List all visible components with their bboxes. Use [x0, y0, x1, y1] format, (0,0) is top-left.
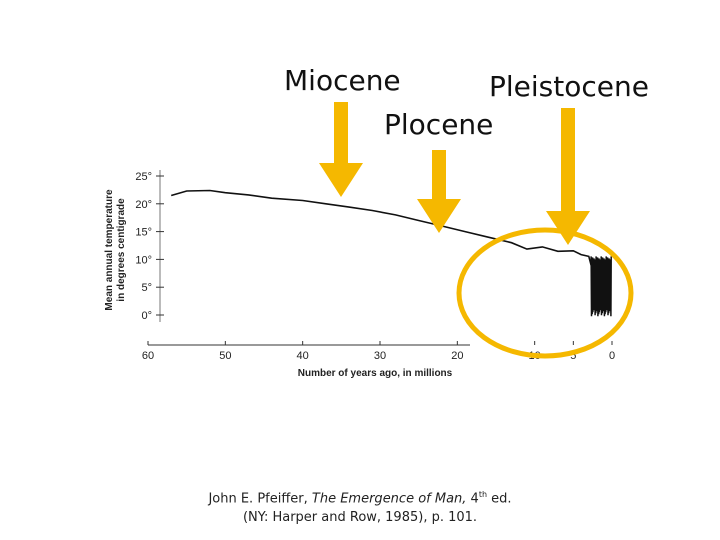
chart-ticks: 60 50 40 30 20 10 5 025°20°15°10°5°0°Mean annua…	[104, 171, 615, 362]
x-tick-label: 0	[609, 350, 615, 362]
y-tick-label: 15°	[135, 227, 152, 239]
miocene-arrow	[319, 102, 363, 197]
citation-line-2: (NY: Harper and Row, 1985), p. 101.	[242, 510, 478, 525]
pleistocene-arrow	[546, 108, 590, 245]
y-tick-label: 20°	[135, 199, 152, 211]
pleistocene-label: Pleistocene	[489, 70, 649, 103]
chart-series	[170, 189, 612, 317]
pleistocene-oscillation	[590, 256, 612, 317]
x-tick-label: 20	[451, 350, 463, 362]
x-axis-label: Number of years ago, in millions	[298, 368, 453, 379]
x-tick-label: 60	[142, 350, 154, 362]
y-tick-label: 10°	[135, 254, 152, 266]
pliocene-label: Plocene	[384, 108, 494, 141]
x-tick-label: 40	[297, 350, 309, 362]
citation-edition: 4	[466, 491, 479, 507]
y-tick-label: 0°	[141, 310, 152, 322]
y-tick-label: 25°	[135, 171, 152, 183]
citation-title: The Emergence of Man,	[311, 491, 467, 507]
x-tick-label: 30	[374, 350, 386, 362]
citation-edition-sup: th	[478, 490, 488, 499]
x-tick-label: 50	[219, 350, 231, 362]
pleistocene-highlight-ellipse	[456, 227, 634, 359]
citation-author: John E. Pfeiffer,	[208, 491, 312, 507]
miocene-label: Miocene	[284, 64, 401, 97]
citation-edition-suffix: ed.	[487, 491, 512, 507]
y-axis-label: Mean annual temperaturein degrees centig…	[104, 189, 127, 311]
citation-line-1: John E. Pfeiffer, The Emergence of Man, …	[0, 490, 720, 506]
chart-overlays	[319, 102, 634, 359]
pliocene-arrow	[417, 150, 461, 233]
y-tick-label: 5°	[141, 282, 152, 294]
x-tick-label: 5	[570, 350, 576, 362]
chart-axes	[148, 170, 470, 346]
temperature-line	[170, 189, 592, 266]
